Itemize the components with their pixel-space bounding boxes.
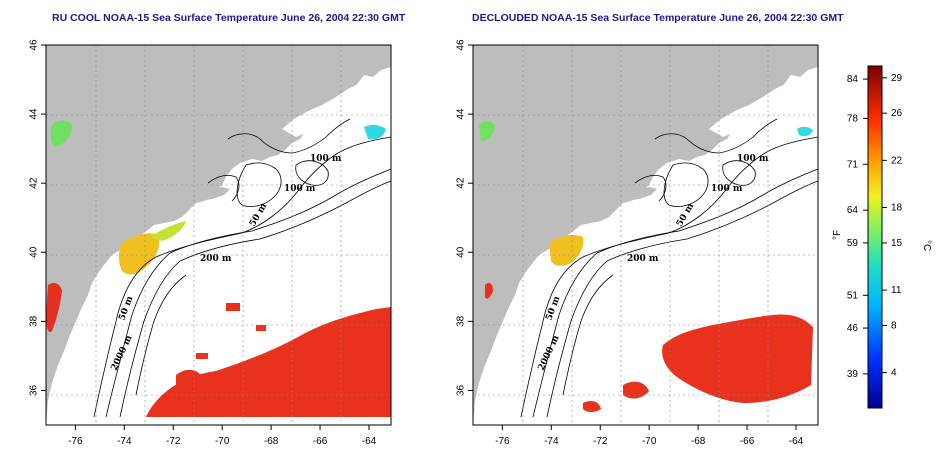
right-lat-tick-label: 38 bbox=[456, 315, 467, 327]
left-sst-map: 100 m 100 m 50 m 200 m 50 m 2000 m bbox=[45, 44, 392, 426]
celsius-label: °C bbox=[921, 240, 932, 251]
celsius-tick-label: 4 bbox=[891, 368, 897, 379]
left-axes: -76 -74 -72 -70 -68 -66 -64 36 38 40 42 44 46 bbox=[29, 39, 377, 447]
fahrenheit-label: °F bbox=[832, 230, 843, 240]
right-lon-tick-label: -76 bbox=[495, 436, 510, 447]
right-lat-tick-label: 36 bbox=[456, 384, 467, 396]
right-lon-tick-label: -64 bbox=[789, 436, 804, 447]
fahrenheit-tick-label: 46 bbox=[847, 323, 859, 334]
left-lon-tick-label: -66 bbox=[313, 436, 328, 447]
contour-label-100m-north: 100 m bbox=[310, 154, 342, 164]
left-lat-tick-label: 40 bbox=[29, 246, 40, 258]
celsius-tick-label: 26 bbox=[891, 108, 903, 119]
fahrenheit-tick-label: 84 bbox=[847, 74, 859, 85]
left-lon-tick-label: -76 bbox=[68, 436, 83, 447]
left-lat-tick-label: 42 bbox=[29, 177, 40, 189]
left-lon-tick-label: -70 bbox=[215, 436, 230, 447]
celsius-tick-label: 11 bbox=[891, 285, 902, 296]
right-lon-tick-label: -70 bbox=[642, 436, 657, 447]
celsius-tick-label: 8 bbox=[891, 320, 897, 331]
fahrenheit-tick-label: 71 bbox=[847, 159, 859, 170]
left-lat-tick-label: 46 bbox=[29, 39, 40, 51]
right-lon-tick-label: -72 bbox=[593, 436, 608, 447]
fahrenheit-tick-label: 59 bbox=[847, 238, 859, 249]
right-lat-tick-label: 42 bbox=[456, 177, 467, 189]
celsius-tick-label: 29 bbox=[891, 73, 903, 84]
left-lat-tick-label: 44 bbox=[29, 108, 40, 120]
fahrenheit-tick-label: 51 bbox=[847, 290, 859, 301]
left-lat-tick-label: 38 bbox=[29, 315, 40, 327]
contour-label-200m: 200 m bbox=[627, 254, 659, 264]
colorbar-gradient bbox=[867, 65, 883, 409]
celsius-tick-label: 18 bbox=[891, 203, 903, 214]
right-lat-tick-label: 46 bbox=[456, 39, 467, 51]
left-lon-tick-label: -68 bbox=[264, 436, 279, 447]
contour-label-100m-georges: 100 m bbox=[284, 184, 316, 194]
contour-label-100m-georges: 100 m bbox=[711, 184, 743, 194]
fahrenheit-tick-label: 64 bbox=[847, 205, 859, 216]
fahrenheit-tick-label: 39 bbox=[847, 369, 859, 380]
left-lon-tick-label: -72 bbox=[166, 436, 181, 447]
right-lat-tick-label: 44 bbox=[456, 108, 467, 120]
left-lon-tick-label: -74 bbox=[117, 436, 132, 447]
contour-label-100m-north: 100 m bbox=[737, 154, 769, 164]
right-lon-tick-label: -68 bbox=[691, 436, 706, 447]
fahrenheit-tick-label: 78 bbox=[847, 113, 859, 124]
left-panel-title: RU COOL NOAA-15 Sea Surface Temperature … bbox=[52, 12, 406, 24]
right-lon-tick-label: -66 bbox=[740, 436, 755, 447]
right-lon-tick-label: -74 bbox=[544, 436, 559, 447]
right-axes: -76 -74 -72 -70 -68 -66 -64 36 38 40 42 44 46 bbox=[456, 39, 804, 447]
left-lon-tick-label: -64 bbox=[362, 436, 377, 447]
celsius-tick-label: 22 bbox=[891, 155, 903, 166]
left-lat-tick-label: 36 bbox=[29, 384, 40, 396]
contour-label-200m: 200 m bbox=[200, 254, 232, 264]
right-sst-map: 100 m 100 m 50 m 200 m 50 m 2000 m bbox=[472, 44, 819, 426]
right-panel-title: DECLOUDED NOAA-15 Sea Surface Temperatur… bbox=[472, 12, 844, 24]
right-lat-tick-label: 40 bbox=[456, 246, 467, 258]
celsius-tick-label: 15 bbox=[891, 238, 903, 249]
